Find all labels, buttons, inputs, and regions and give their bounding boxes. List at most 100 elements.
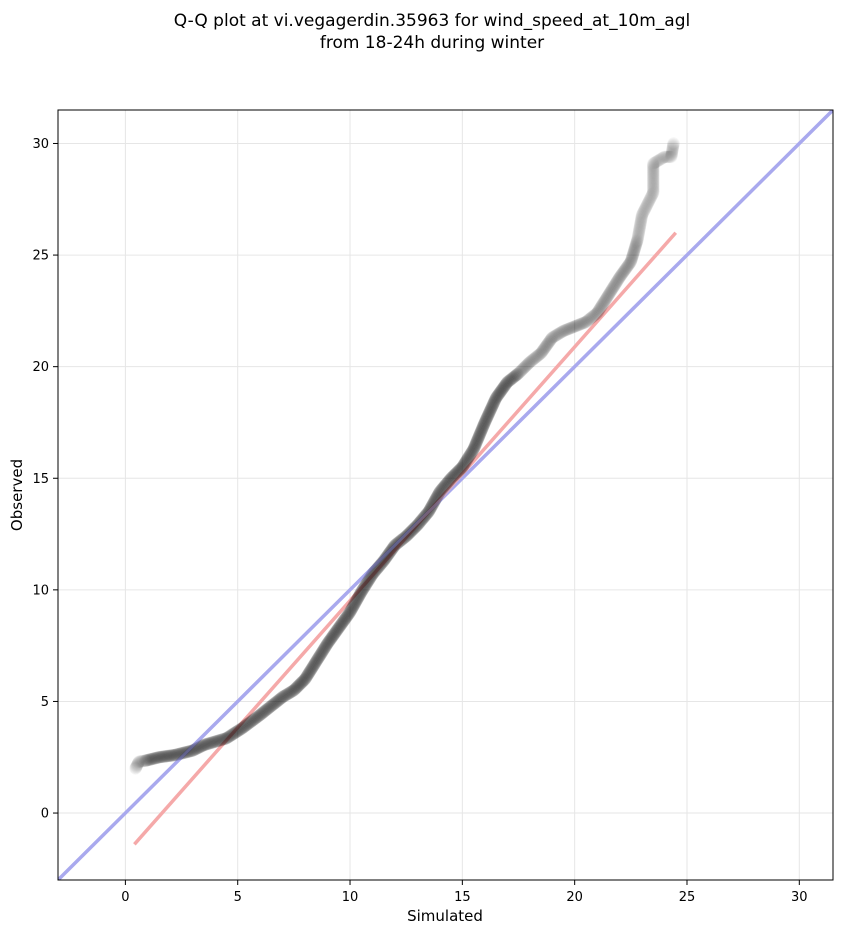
qq-point [176,746,189,760]
qq-point [243,716,256,729]
qq-point [171,747,185,761]
qq-point [333,619,347,633]
qq-point [270,695,284,708]
qq-point [323,634,336,647]
qq-point [480,411,493,425]
qq-point [444,472,457,486]
qq-point [279,688,292,702]
qq-point [423,504,436,517]
qq-point [517,361,531,374]
qq-point [316,644,330,657]
qq-point [526,353,539,367]
qq-point [234,723,247,736]
qq-point [514,364,528,378]
qq-point [328,627,342,640]
qq-point [267,698,280,711]
qq-point [475,424,488,438]
qq-point [152,751,166,764]
qq-point [140,754,153,767]
x-tick-label: 15 [454,890,471,905]
qq-point [212,734,225,747]
x-tick-label: 25 [679,890,696,905]
qq-point [483,405,496,418]
qq-point [486,398,500,411]
qq-point [218,732,231,746]
qq-point [220,732,233,745]
qq-point [444,472,458,485]
qq-point [373,559,387,572]
qq-point [524,355,537,368]
qq-point [597,296,610,310]
qq-point [341,609,354,623]
qq-point [570,319,583,332]
qq-point [584,312,597,325]
qq-point [667,137,679,149]
qq-point [298,672,312,686]
qq-point [629,241,642,254]
qq-point [358,580,371,594]
qq-point [567,320,580,334]
qq-point [492,388,505,401]
qq-point [491,388,505,402]
qq-point [616,267,629,280]
qq-point [509,369,522,382]
qq-point [295,676,309,689]
qq-point [628,242,642,255]
qq-point [484,402,498,415]
qq-point [461,452,474,466]
qq-point [433,486,446,499]
qq-point [305,663,318,676]
qq-point [610,275,624,288]
qq-point [511,367,524,381]
qq-point [424,502,437,515]
qq-point [133,755,147,768]
qq-point [503,373,517,387]
qq-point [432,487,445,500]
qq-point [537,343,550,356]
qq-point [470,434,484,447]
qq-point [240,718,254,731]
qq-point [377,554,390,568]
qq-point [143,753,157,766]
qq-point [576,317,590,330]
qq-point [564,321,577,335]
qq-point [581,314,594,327]
qq-point [364,571,377,584]
qq-point [491,389,504,403]
qq-point [344,603,358,617]
qq-point [184,744,197,758]
qq-point [485,400,499,413]
qq-point [594,301,607,315]
qq-point [411,518,424,532]
qq-point [192,741,206,754]
qq-point [624,254,638,267]
qq-point [522,356,536,370]
qq-point [606,282,619,295]
qq-point [149,751,162,765]
qq-point [374,558,387,571]
qq-point [568,320,581,333]
qq-point [355,584,369,598]
qq-point [426,498,439,511]
qq-point [291,680,305,693]
qq-point [359,578,372,592]
qq-point [544,334,557,347]
qq-point [219,732,232,745]
qq-point [574,317,587,331]
qq-point [129,762,142,775]
qq-point [380,550,393,564]
qq-point [468,440,481,454]
qq-point [236,721,250,734]
qq-point [630,235,644,248]
qq-point [263,701,276,714]
qq-point [387,540,400,554]
qq-point [363,572,376,586]
qq-point [223,730,236,743]
x-tick-label: 20 [566,890,583,905]
qq-point [495,384,508,397]
qq-point [417,510,431,524]
qq-point [500,377,513,390]
qq-point [293,678,306,691]
qq-point [605,284,618,297]
qq-point [474,426,487,440]
